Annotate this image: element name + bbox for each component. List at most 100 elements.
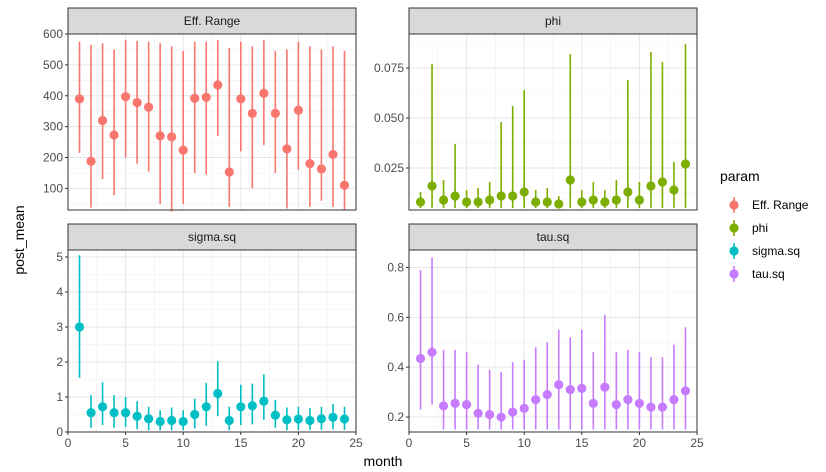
data-point <box>224 415 234 426</box>
data-point <box>109 408 119 418</box>
facet-strip-label: sigma.sq <box>188 230 236 244</box>
data-point <box>473 197 483 207</box>
panel-sigma-sq: sigma.sq 0 1 2 3 4 5 0 5 10 15 20 25 <box>56 223 363 450</box>
data-point <box>316 164 327 174</box>
y-tick-label: 4 <box>56 285 63 299</box>
legend-key-point <box>729 200 739 210</box>
data-point <box>155 416 165 427</box>
data-point <box>519 403 529 413</box>
data-point <box>485 195 495 205</box>
y-tick-label: 0.2 <box>387 410 404 424</box>
legend-title: param <box>720 168 760 184</box>
legend-key-point <box>729 269 739 279</box>
y-tick-label: 0.050 <box>374 111 404 125</box>
data-point <box>508 191 518 201</box>
data-point <box>201 92 211 102</box>
data-point <box>167 415 177 426</box>
facet-panels: Eff. Range100200300400500600phi0.0250.05… <box>43 7 704 450</box>
x-tick-label: 20 <box>292 436 306 450</box>
y-tick-label: 0.025 <box>374 161 404 175</box>
y-tick-label: 300 <box>43 120 63 134</box>
legend-item-sigma-sq: sigma.sq <box>729 243 800 259</box>
x-tick-label: 20 <box>633 436 647 450</box>
x-tick-label: 15 <box>575 436 589 450</box>
data-point <box>259 88 269 98</box>
y-tick-label: 2 <box>56 355 63 369</box>
data-point <box>438 401 449 411</box>
legend-item-tau-sq: tau.sq <box>729 266 785 282</box>
data-point <box>270 108 280 118</box>
data-point <box>236 94 246 104</box>
panel-border <box>67 33 357 211</box>
data-point <box>657 177 668 187</box>
x-tick-label: 25 <box>690 436 704 450</box>
data-point <box>450 191 460 201</box>
legend: param Eff. Range phi sigma.sq tau.sq <box>720 168 809 282</box>
data-point <box>588 195 598 205</box>
y-tick-label: 1 <box>56 390 63 404</box>
data-point <box>565 175 575 185</box>
y-tick-label: 0.075 <box>374 61 404 75</box>
data-point <box>339 180 350 190</box>
data-point <box>213 80 223 90</box>
data-point <box>600 382 610 392</box>
x-tick-label: 25 <box>349 436 363 450</box>
data-point <box>634 398 645 408</box>
data-point <box>293 414 303 424</box>
y-tick-label: 0.6 <box>387 310 404 324</box>
data-point <box>86 408 96 418</box>
data-point <box>669 394 679 405</box>
y-axis-title: post_mean <box>11 205 27 274</box>
panel-border <box>67 249 357 433</box>
data-point <box>657 402 668 412</box>
data-point <box>554 380 564 390</box>
data-point <box>132 411 142 421</box>
data-point <box>155 131 165 141</box>
data-point <box>167 132 177 142</box>
data-point <box>554 199 564 209</box>
data-point <box>247 401 257 411</box>
data-point <box>282 415 292 425</box>
data-point <box>462 197 472 207</box>
data-point <box>270 410 280 420</box>
data-point <box>224 167 234 177</box>
data-point <box>121 92 131 102</box>
data-point <box>247 108 257 118</box>
legend-key-point <box>729 223 739 233</box>
data-point <box>190 409 200 420</box>
data-point <box>415 353 426 364</box>
data-point <box>144 414 154 424</box>
data-point <box>213 388 223 399</box>
data-point <box>485 409 495 420</box>
y-tick-label: 600 <box>43 27 63 41</box>
data-point <box>282 144 292 154</box>
data-point <box>190 93 200 103</box>
legend-label: tau.sq <box>752 267 785 281</box>
panel-phi: phi 0.025 0.050 0.075 <box>374 7 698 211</box>
panel-eff-range: Eff. Range 100 200 300 400 500 600 <box>43 7 357 212</box>
y-tick-label: 200 <box>43 151 63 165</box>
data-point <box>646 402 656 412</box>
data-point <box>305 159 315 169</box>
data-point <box>542 390 552 400</box>
data-point <box>293 105 303 115</box>
data-point <box>462 399 472 410</box>
data-point <box>542 197 552 207</box>
facet-strip-label: tau.sq <box>537 230 570 244</box>
data-point <box>623 187 633 197</box>
data-point <box>328 412 338 422</box>
data-point <box>427 181 437 191</box>
y-tick-label: 3 <box>56 320 63 334</box>
y-tick-label: 5 <box>56 250 63 264</box>
x-tick-label: 0 <box>406 436 413 450</box>
data-point <box>577 383 587 393</box>
data-point <box>634 195 645 205</box>
facet-strip <box>408 7 698 35</box>
x-axis-title: month <box>364 453 403 469</box>
x-tick-label: 10 <box>177 436 191 450</box>
y-tick-label: 0.8 <box>387 260 404 274</box>
x-tick-label: 15 <box>234 436 248 450</box>
data-point <box>680 386 691 396</box>
data-point <box>74 322 85 332</box>
data-point <box>121 408 131 418</box>
